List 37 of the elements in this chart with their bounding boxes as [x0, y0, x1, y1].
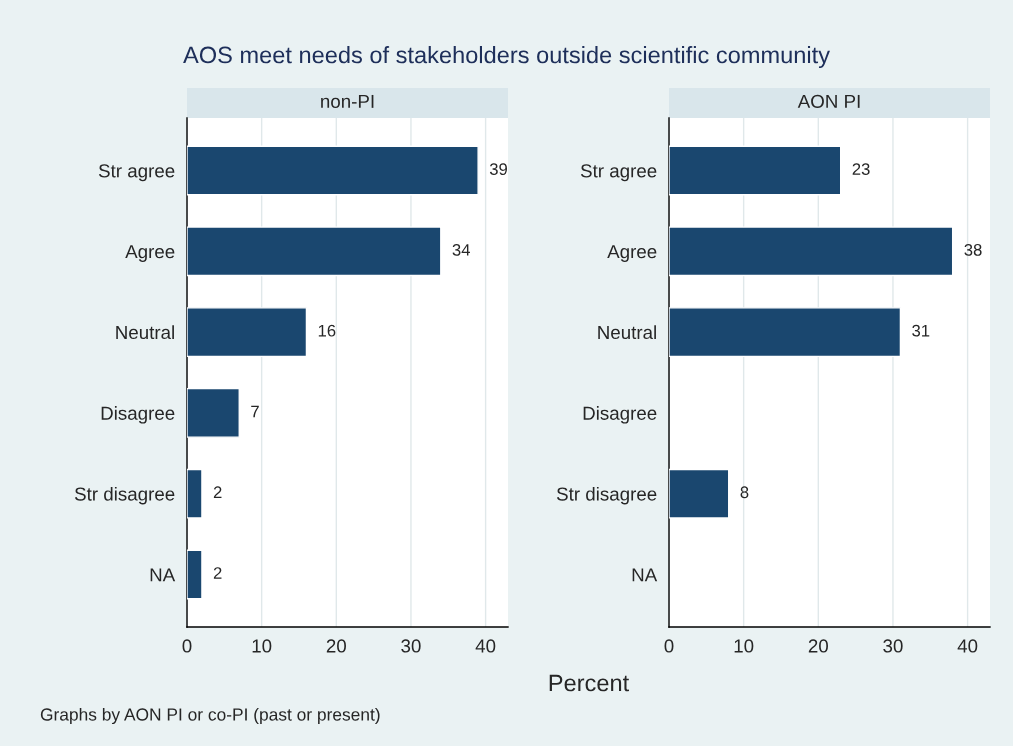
x-tick-label: 40 [475, 639, 496, 653]
data-label: 34 [452, 243, 470, 256]
x-tick-label: 40 [957, 639, 978, 653]
data-label: 39 [489, 163, 507, 175]
y-tick-label: Agree [607, 245, 657, 262]
x-tick-label: 10 [252, 639, 272, 653]
y-tick-label: Str disagree [74, 486, 175, 505]
data-label: 2 [213, 486, 222, 498]
data-label: 38 [964, 243, 982, 256]
y-tick-label: Str agree [580, 164, 657, 182]
data-label: 2 [213, 567, 222, 579]
y-tick-label: NA [150, 568, 176, 582]
data-label: 7 [251, 405, 259, 418]
chart-subtitle: non-PI [321, 94, 374, 109]
data-label: 23 [852, 163, 870, 175]
x-tick-label: 30 [401, 639, 421, 653]
y-tick-label: Disagree [583, 406, 657, 424]
x-tick-label: 20 [808, 639, 828, 653]
x-tick-label: 0 [664, 639, 674, 653]
x-axis-title: Percent [549, 674, 630, 692]
x-tick-label: 10 [734, 639, 754, 653]
y-tick-label: Disagree [101, 406, 175, 424]
y-tick-label: Agree [125, 245, 175, 262]
data-label: 8 [740, 486, 749, 499]
y-tick-label: Neutral [598, 325, 656, 340]
data-label: 16 [318, 324, 336, 337]
chart-title: AOS meet needs of stakeholders outside scientific community [183, 46, 830, 68]
y-tick-label: Str disagree [556, 486, 657, 505]
x-tick-label: 20 [326, 639, 346, 653]
x-tick-label: 30 [883, 639, 903, 653]
chart-subtitle: AON PI [797, 94, 860, 109]
y-tick-label: Str agree [98, 164, 175, 182]
data-label: 31 [912, 324, 930, 337]
text: Graphs by AON PI or co-PI (past or present) [40, 707, 380, 725]
x-tick-label: 0 [182, 639, 192, 653]
y-tick-label: Neutral [116, 325, 174, 340]
y-tick-label: NA [632, 568, 658, 582]
